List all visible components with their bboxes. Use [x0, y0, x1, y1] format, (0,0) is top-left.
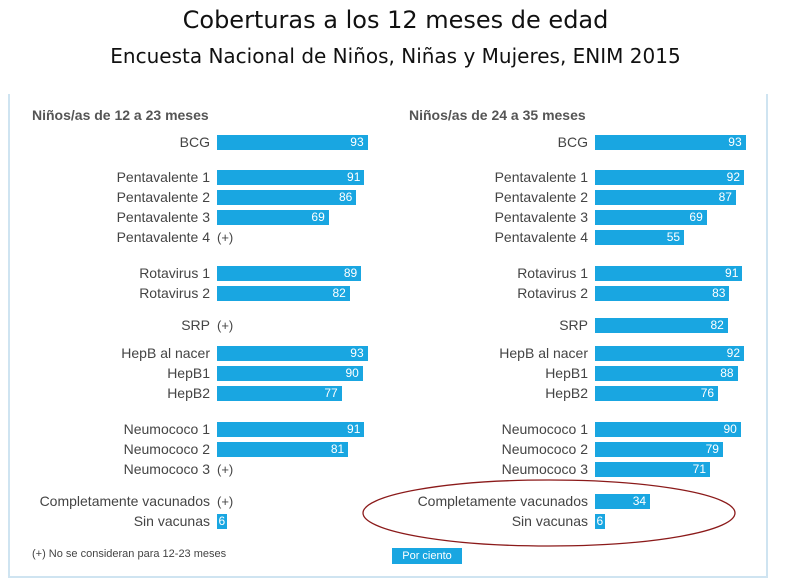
category-label-pentavalente-3-p2: Pentavalente 3: [494, 209, 588, 225]
bar-bcg-p1: [217, 135, 368, 150]
category-label-neumococo-3-p2: Neumococo 3: [501, 461, 588, 477]
bar-neumococo-3-p2: [595, 462, 711, 477]
category-label-rotavirus-2-p2: Rotavirus 2: [517, 285, 588, 301]
value-label-pentavalente-2-p2: 87: [718, 190, 732, 204]
bar-hepb2-p2: [595, 386, 719, 401]
bar-pentavalente-2-p2: [595, 190, 736, 205]
category-label-pentavalente-1-p1: Pentavalente 1: [116, 169, 210, 185]
category-label-rotavirus-1-p2: Rotavirus 1: [517, 265, 588, 281]
category-label-hepb2-p1: HepB2: [167, 385, 210, 401]
category-label-srp-p2: SRP: [559, 317, 588, 333]
category-label-bcg-p2: BCG: [557, 134, 588, 150]
value-label-neumococo-2-p2: 79: [705, 442, 719, 456]
category-label-rotavirus-2-p1: Rotavirus 2: [139, 285, 210, 301]
category-label-hepb1-p1: HepB1: [167, 365, 210, 381]
bar-pentavalente-3-p1: [217, 210, 329, 225]
category-label-sin-vacunas-p1: Sin vacunas: [133, 513, 210, 529]
category-label-completamente-vacunados-p1: Completamente vacunados: [39, 493, 210, 509]
category-label-hepb-al-nacer-p2: HepB al nacer: [499, 345, 588, 361]
frame-bottom-border: [8, 576, 768, 578]
value-label-pentavalente-4-p2: 55: [666, 230, 681, 244]
category-label-completamente-vacunados-p2: Completamente vacunados: [417, 493, 588, 509]
value-label-neumococo-1-p1: 91: [347, 422, 361, 436]
category-label-pentavalente-4-p2: Pentavalente 4: [494, 229, 588, 245]
category-label-pentavalente-1-p2: Pentavalente 1: [494, 169, 588, 185]
bar-hepb1-p1: [217, 366, 363, 381]
legend-por-ciento: Por ciento: [392, 548, 462, 564]
category-label-hepb2-p2: HepB2: [545, 385, 588, 401]
value-label-hepb1-p1: 90: [345, 366, 359, 380]
bar-hepb-al-nacer-p1: [217, 346, 368, 361]
bar-srp-p2: [595, 318, 728, 333]
category-label-pentavalente-2-p2: Pentavalente 2: [494, 189, 588, 205]
bar-rotavirus-1-p2: [595, 266, 743, 281]
page-title: Coberturas a los 12 meses de edad: [182, 6, 609, 34]
category-label-neumococo-3-p1: Neumococo 3: [123, 461, 210, 477]
not-considered-marker-completamente-vacunados-p1: (+): [217, 494, 234, 509]
value-label-sin-vacunas-p1: 6: [218, 514, 226, 528]
bar-neumococo-2-p1: [217, 442, 349, 457]
value-label-rotavirus-2-p1: 82: [332, 286, 346, 300]
value-label-rotavirus-2-p2: 83: [712, 286, 726, 300]
not-considered-marker-neumococo-3-p1: (+): [217, 462, 234, 477]
value-label-hepb-al-nacer-p2: 92: [726, 346, 741, 360]
category-label-rotavirus-1-p1: Rotavirus 1: [139, 265, 210, 281]
category-label-pentavalente-3-p1: Pentavalente 3: [116, 209, 210, 225]
frame-right-border: [766, 94, 768, 578]
value-label-hepb1-p2: 88: [720, 366, 734, 380]
panel-title-24-35: Niños/as de 24 a 35 meses: [409, 107, 586, 123]
value-label-hepb2-p1: 77: [324, 386, 338, 400]
category-label-pentavalente-2-p1: Pentavalente 2: [116, 189, 210, 205]
bar-rotavirus-2-p1: [217, 286, 350, 301]
category-label-neumococo-1-p2: Neumococo 1: [501, 421, 588, 437]
value-label-rotavirus-1-p2: 91: [725, 266, 739, 280]
category-label-srp-p1: SRP: [181, 317, 210, 333]
bar-pentavalente-1-p1: [217, 170, 365, 185]
panel-title-12-23: Niños/as de 12 a 23 meses: [32, 107, 209, 123]
value-label-pentavalente-3-p2: 69: [689, 210, 703, 224]
value-label-completamente-vacunados-p2: 34: [632, 494, 647, 508]
bar-neumococo-1-p2: [595, 422, 741, 437]
frame-left-border: [8, 94, 10, 578]
footnote: (+) No se consideran para 12-23 meses: [32, 548, 227, 560]
category-label-hepb-al-nacer-p1: HepB al nacer: [121, 345, 210, 361]
bar-pentavalente-2-p1: [217, 190, 357, 205]
value-label-bcg-p2: 93: [728, 135, 742, 149]
bar-pentavalente-3-p2: [595, 210, 707, 225]
bar-neumococo-2-p2: [595, 442, 723, 457]
not-considered-marker-pentavalente-4-p1: (+): [217, 230, 234, 245]
value-label-pentavalente-3-p1: 69: [311, 210, 325, 224]
category-label-bcg-p1: BCG: [179, 134, 210, 150]
category-label-neumococo-1-p1: Neumococo 1: [123, 421, 210, 437]
bar-sin-vacunas-p1: [217, 514, 227, 529]
value-label-neumococo-1-p2: 90: [723, 422, 737, 436]
bar-rotavirus-1-p1: [217, 266, 362, 281]
bar-bcg-p2: [595, 135, 746, 150]
bar-pentavalente-4-p2: [595, 230, 685, 245]
value-label-neumococo-2-p1: 81: [330, 442, 345, 456]
not-considered-marker-srp-p1: (+): [217, 318, 234, 333]
value-label-hepb-al-nacer-p1: 93: [350, 346, 364, 360]
category-label-sin-vacunas-p2: Sin vacunas: [511, 513, 588, 529]
bar-pentavalente-1-p2: [595, 170, 745, 185]
value-label-pentavalente-1-p2: 92: [726, 170, 741, 184]
page-subtitle: Encuesta Nacional de Niños, Niñas y Muje…: [110, 44, 681, 68]
category-label-pentavalente-4-p1: Pentavalente 4: [116, 229, 210, 245]
category-label-neumococo-2-p1: Neumococo 2: [123, 441, 210, 457]
bar-hepb2-p1: [217, 386, 342, 401]
value-label-rotavirus-1-p1: 89: [343, 266, 358, 280]
category-label-hepb1-p2: HepB1: [545, 365, 588, 381]
bar-rotavirus-2-p2: [595, 286, 730, 301]
value-label-bcg-p1: 93: [350, 135, 364, 149]
value-label-hepb2-p2: 76: [700, 386, 715, 400]
value-label-sin-vacunas-p2: 6: [596, 514, 604, 528]
bar-neumococo-1-p1: [217, 422, 365, 437]
bar-hepb1-p2: [595, 366, 738, 381]
category-label-neumococo-2-p2: Neumococo 2: [501, 441, 588, 457]
value-label-pentavalente-2-p1: 86: [338, 190, 353, 204]
value-label-neumococo-3-p2: 71: [692, 462, 707, 476]
value-label-srp-p2: 82: [710, 318, 724, 332]
bar-hepb-al-nacer-p2: [595, 346, 745, 361]
value-label-pentavalente-1-p1: 91: [347, 170, 361, 184]
